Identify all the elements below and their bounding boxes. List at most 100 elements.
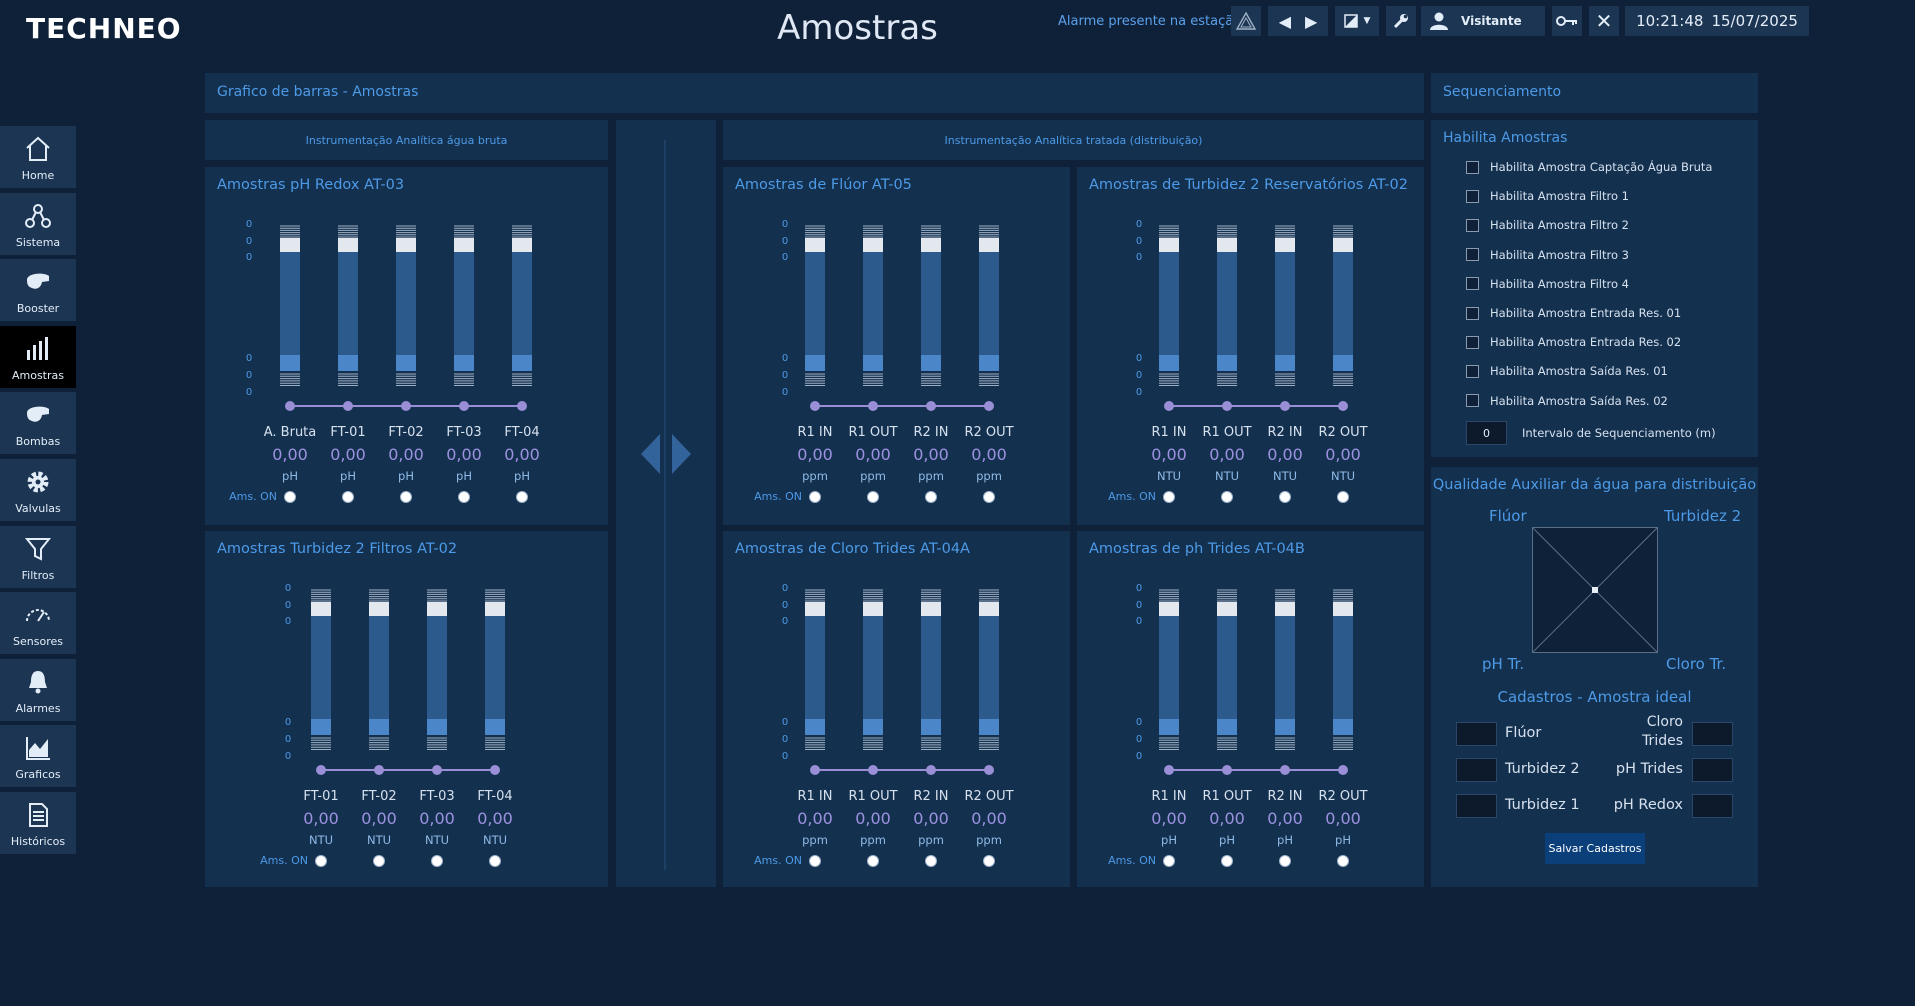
ams-on-radio[interactable]: [1279, 855, 1291, 867]
enable-sample-checkbox[interactable]: [1466, 306, 1479, 320]
sidebar-item-sensores[interactable]: Sensores: [0, 592, 76, 655]
enable-sample-checkbox[interactable]: [1466, 335, 1479, 349]
channel-name: FT-02: [361, 789, 397, 804]
ams-on-radio[interactable]: [809, 855, 821, 867]
scale-upper-label: 0: [782, 616, 788, 627]
fluor-input[interactable]: [1456, 722, 1497, 746]
ams-on-radio[interactable]: [284, 491, 296, 503]
ams-on-radio[interactable]: [925, 491, 937, 503]
arrow-right-icon[interactable]: ▶: [1305, 11, 1318, 31]
bar-low-limit: [1275, 355, 1295, 371]
filter-icon: [24, 537, 52, 561]
interval-input[interactable]: 0: [1466, 421, 1507, 445]
enable-sample-row[interactable]: Habilita Amostra Entrada Res. 01: [1466, 306, 1681, 320]
tools-button[interactable]: [1386, 6, 1416, 36]
alarm-button[interactable]: [1231, 6, 1261, 36]
enable-sample-checkbox[interactable]: [1466, 248, 1479, 262]
enable-sample-checkbox[interactable]: [1466, 394, 1479, 408]
ams-on-radio[interactable]: [1337, 855, 1349, 867]
ams-on-radio[interactable]: [373, 855, 385, 867]
bar-low-limit: [805, 355, 825, 371]
channel-name: FT-01: [303, 789, 339, 804]
login-button[interactable]: [1552, 6, 1582, 36]
ams-on-radio[interactable]: [1337, 491, 1349, 503]
splitter-arrows[interactable]: [638, 432, 694, 476]
user-box[interactable]: Visitante: [1421, 6, 1545, 36]
enable-sample-checkbox[interactable]: [1466, 277, 1479, 291]
bar-low-limit: [485, 719, 505, 735]
sidebar-item-bombas[interactable]: Bombas: [0, 392, 76, 455]
ams-on-radio[interactable]: [489, 855, 501, 867]
enable-sample-row[interactable]: Habilita Amostra Filtro 1: [1466, 189, 1629, 203]
enable-sample-row[interactable]: Habilita Amostra Saída Res. 02: [1466, 394, 1668, 408]
enable-sample-checkbox[interactable]: [1466, 160, 1479, 174]
alarm-message[interactable]: Alarme presente na estação: [1058, 14, 1242, 29]
scale-high-label: 0: [1136, 236, 1142, 247]
ams-on-radio[interactable]: [431, 855, 443, 867]
enable-sample-label: Habilita Amostra Filtro 3: [1490, 247, 1629, 262]
fluor-label: Flúor: [1505, 725, 1542, 741]
enable-sample-checkbox[interactable]: [1466, 364, 1479, 378]
bar-low-limit: [1275, 719, 1295, 735]
enable-sample-row[interactable]: Habilita Amostra Filtro 2: [1466, 218, 1629, 232]
arrow-left-icon[interactable]: ◀: [1278, 11, 1291, 31]
sidebar-item-alarmes[interactable]: Alarmes: [0, 658, 76, 721]
enable-sample-row[interactable]: Habilita Amostra Filtro 4: [1466, 277, 1629, 291]
ph-redox-input[interactable]: [1692, 794, 1733, 818]
ams-on-label: Ams. ON: [229, 490, 277, 503]
enable-sample-row[interactable]: Habilita Amostra Filtro 3: [1466, 248, 1629, 262]
enable-sample-row[interactable]: Habilita Amostra Saída Res. 01: [1466, 364, 1668, 378]
sidebar-item-filtros[interactable]: Filtros: [0, 525, 76, 588]
cloro-input[interactable]: [1692, 722, 1733, 746]
enable-sample-checkbox[interactable]: [1466, 189, 1479, 203]
bar-marker: [316, 765, 326, 775]
enable-sample-checkbox[interactable]: [1466, 218, 1479, 232]
ams-on-radio[interactable]: [867, 491, 879, 503]
enable-sample-row[interactable]: Habilita Amostra Captação Água Bruta: [1466, 160, 1712, 174]
ams-on-radio[interactable]: [1221, 855, 1233, 867]
sidebar-item-amostras[interactable]: Amostras: [0, 325, 76, 388]
ams-on-radio[interactable]: [867, 855, 879, 867]
save-button[interactable]: Salvar Cadastros: [1545, 833, 1645, 864]
bar-high-limit: [921, 238, 941, 252]
ams-on-radio[interactable]: [809, 491, 821, 503]
ams-on-radio[interactable]: [1163, 491, 1175, 503]
booster-pump-icon: [27, 273, 49, 289]
sample-group-title: Amostras de Flúor AT-05: [735, 177, 912, 193]
bar-low-limit: [1217, 355, 1237, 371]
ams-on-radio[interactable]: [1221, 491, 1233, 503]
sidebar-item-históricos[interactable]: Históricos: [0, 791, 76, 854]
enable-sample-row[interactable]: Habilita Amostra Entrada Res. 02: [1466, 335, 1681, 349]
ams-on-radio[interactable]: [400, 491, 412, 503]
ams-on-radio[interactable]: [1163, 855, 1175, 867]
clock-date: 15/07/2025: [1711, 12, 1798, 30]
channel-unit: pH: [282, 469, 298, 483]
turbidez2-input[interactable]: [1456, 758, 1497, 782]
ams-on-radio[interactable]: [925, 855, 937, 867]
turbidez1-input[interactable]: [1456, 794, 1497, 818]
sidebar-item-valvulas[interactable]: Valvulas: [0, 458, 76, 521]
close-button[interactable]: ✕: [1589, 6, 1619, 36]
ams-on-radio[interactable]: [983, 491, 995, 503]
bar-low-limit: [512, 355, 532, 371]
display-mode-button[interactable]: ▼: [1335, 6, 1379, 36]
sidebar-item-booster[interactable]: Booster: [0, 259, 76, 322]
channel-name: R2 OUT: [1318, 789, 1368, 804]
ams-on-radio[interactable]: [315, 855, 327, 867]
ams-on-radio[interactable]: [458, 491, 470, 503]
bar-marker: [1164, 765, 1174, 775]
sidebar-item-home[interactable]: Home: [0, 126, 76, 188]
channel-name: FT-04: [504, 425, 540, 440]
bar-marker: [810, 765, 820, 775]
ams-on-radio[interactable]: [342, 491, 354, 503]
ams-on-radio[interactable]: [1279, 491, 1291, 503]
scale-low-label: 0: [285, 734, 291, 745]
ph-trides-input[interactable]: [1692, 758, 1733, 782]
sidebar-item-sistema[interactable]: Sistema: [0, 192, 76, 255]
sidebar-item-graficos[interactable]: Graficos: [0, 725, 76, 788]
scale-upper-label: 0: [246, 252, 252, 263]
sample-bar-chart: 0 0 0 0 0 0: [1136, 219, 1353, 411]
ams-on-radio[interactable]: [983, 855, 995, 867]
ams-on-radio[interactable]: [516, 491, 528, 503]
